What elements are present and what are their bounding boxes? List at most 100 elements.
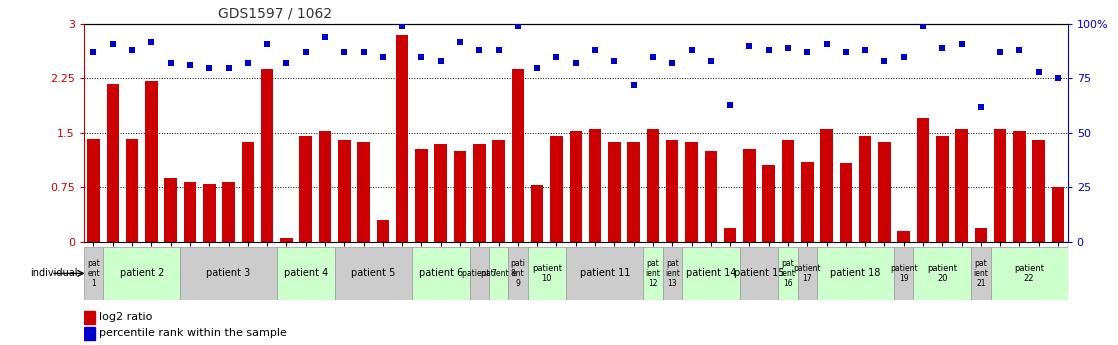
Bar	[666, 140, 679, 242]
Point	[354, 50, 372, 55]
FancyBboxPatch shape	[566, 247, 643, 299]
Bar	[396, 35, 408, 242]
Bar	[608, 141, 620, 242]
Bar	[859, 136, 871, 242]
Text: patient 18: patient 18	[831, 268, 881, 278]
Text: GDS1597 / 1062: GDS1597 / 1062	[218, 7, 332, 21]
Point	[277, 60, 295, 66]
Point	[239, 60, 257, 66]
Point	[972, 104, 989, 109]
Bar	[319, 131, 331, 241]
Point	[258, 41, 276, 47]
Point	[702, 58, 720, 64]
Bar	[84, 327, 95, 340]
Text: pat
ient
16: pat ient 16	[780, 259, 795, 288]
Point	[548, 54, 566, 59]
Bar	[589, 129, 601, 242]
Bar	[145, 81, 158, 242]
Point	[104, 41, 122, 47]
Point	[663, 60, 681, 66]
Bar	[512, 69, 524, 241]
Point	[683, 48, 701, 53]
Bar	[955, 129, 968, 242]
Bar	[531, 185, 543, 242]
FancyBboxPatch shape	[180, 247, 277, 299]
Text: pat
ient
21: pat ient 21	[974, 259, 988, 288]
Bar	[975, 228, 987, 242]
Point	[817, 41, 835, 47]
Bar	[1013, 131, 1025, 241]
Text: patient 2: patient 2	[120, 268, 164, 278]
Text: patient
22: patient 22	[1014, 264, 1044, 283]
Bar	[338, 140, 351, 242]
Point	[219, 65, 237, 70]
Text: individual: individual	[30, 268, 78, 278]
Bar	[840, 163, 852, 242]
Point	[837, 50, 855, 55]
Bar	[569, 131, 582, 241]
Point	[856, 48, 874, 53]
Text: patient
17: patient 17	[794, 264, 821, 283]
FancyBboxPatch shape	[972, 247, 991, 299]
Text: patient
10: patient 10	[532, 264, 562, 283]
FancyBboxPatch shape	[682, 247, 740, 299]
Bar	[454, 151, 466, 241]
Bar	[492, 140, 505, 242]
Text: pat
ient
12: pat ient 12	[645, 259, 661, 288]
FancyBboxPatch shape	[894, 247, 913, 299]
FancyBboxPatch shape	[740, 247, 778, 299]
FancyBboxPatch shape	[528, 247, 566, 299]
Bar	[917, 118, 929, 242]
Point	[296, 50, 314, 55]
Point	[992, 50, 1010, 55]
Bar	[415, 149, 428, 242]
Bar	[203, 184, 216, 242]
Text: patient 4: patient 4	[284, 268, 328, 278]
Point	[875, 58, 893, 64]
Point	[162, 60, 180, 66]
Bar	[800, 162, 814, 241]
Point	[798, 50, 816, 55]
Point	[471, 48, 489, 53]
Text: log2 ratio: log2 ratio	[98, 312, 152, 322]
Text: patient
20: patient 20	[927, 264, 957, 283]
Bar	[646, 129, 660, 242]
Point	[779, 45, 797, 51]
Bar	[821, 129, 833, 242]
Bar	[260, 69, 274, 241]
FancyBboxPatch shape	[411, 247, 470, 299]
Bar	[126, 139, 139, 241]
Point	[85, 50, 103, 55]
FancyBboxPatch shape	[509, 247, 528, 299]
Bar	[1052, 187, 1064, 241]
Text: pat
ient
13: pat ient 13	[665, 259, 680, 288]
Text: patient
19: patient 19	[890, 264, 918, 283]
Text: pati
ent
9: pati ent 9	[511, 259, 525, 288]
Bar	[781, 140, 794, 242]
Point	[509, 23, 527, 29]
Point	[953, 41, 970, 47]
FancyBboxPatch shape	[643, 247, 663, 299]
Bar	[87, 139, 100, 241]
Bar	[994, 129, 1006, 242]
Point	[934, 45, 951, 51]
Text: patient 5: patient 5	[351, 268, 396, 278]
Point	[740, 43, 758, 49]
Text: patient 6: patient 6	[418, 268, 463, 278]
Point	[567, 60, 585, 66]
Text: patient 3: patient 3	[207, 268, 250, 278]
FancyBboxPatch shape	[470, 247, 489, 299]
Bar	[1033, 140, 1045, 242]
Bar	[435, 144, 447, 241]
FancyBboxPatch shape	[103, 247, 180, 299]
Bar	[898, 230, 910, 241]
Text: percentile rank within the sample: percentile rank within the sample	[98, 328, 286, 338]
Point	[142, 39, 160, 44]
Bar	[936, 136, 948, 242]
Bar	[550, 136, 562, 242]
Text: patient 11: patient 11	[579, 268, 629, 278]
Text: pat
ent
1: pat ent 1	[87, 259, 100, 288]
Point	[200, 65, 218, 70]
Bar	[685, 141, 698, 242]
Point	[1011, 48, 1029, 53]
